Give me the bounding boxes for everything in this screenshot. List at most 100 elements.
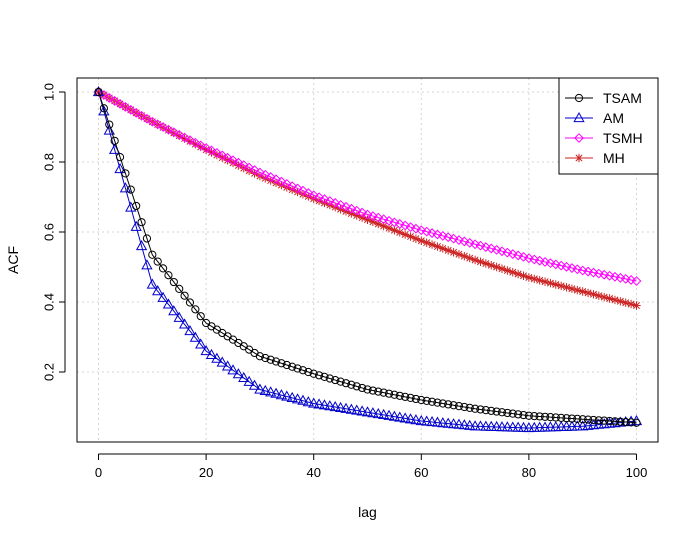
data-point-tsam — [562, 414, 571, 423]
data-point-tsmh — [104, 93, 115, 103]
x-tick-label: 60 — [414, 465, 428, 480]
data-point-tsam — [374, 387, 383, 396]
data-point-tsam — [524, 411, 533, 420]
data-point-mh — [519, 271, 528, 280]
data-point-mh — [443, 246, 453, 255]
data-point-tsam — [621, 417, 630, 427]
data-point-tsmh — [228, 155, 238, 166]
data-point-tsmh — [620, 273, 631, 284]
data-point-tsmh — [367, 211, 378, 221]
data-point-am — [480, 420, 492, 431]
data-point-am — [345, 403, 358, 414]
legend-marker-am — [573, 111, 585, 123]
data-point-tsmh — [610, 271, 620, 282]
data-point-tsam — [277, 359, 286, 368]
series-tsmh — [93, 87, 642, 286]
legend-item-mh: MH — [565, 150, 625, 166]
data-point-mh — [218, 153, 227, 162]
y-axis-title: ACF — [5, 246, 21, 274]
axes: 0 20 40 60 80 100 0.2 0.4 0.6 0.8 1.0 — [42, 83, 648, 480]
data-point-am — [464, 419, 476, 430]
data-point-tsmh — [534, 255, 545, 266]
data-point-mh — [583, 288, 593, 298]
data-point-tsam — [492, 407, 501, 416]
data-point-tsam — [314, 371, 324, 380]
legend-item-tsam: TSAM — [565, 90, 642, 106]
legend-item-am: AM — [565, 110, 624, 126]
data-point-tsmh — [507, 249, 518, 259]
data-point-tsmh — [540, 257, 550, 267]
legend-marker-tsam — [574, 93, 584, 103]
data-point-tsmh — [211, 147, 222, 158]
data-point-am — [367, 407, 379, 418]
data-point-tsam — [567, 414, 577, 423]
data-point-am — [254, 383, 266, 394]
data-point-am — [157, 291, 169, 302]
data-point-tsam — [390, 390, 399, 399]
data-point-tsmh — [98, 90, 109, 100]
data-point-tsam — [282, 360, 291, 370]
data-point-tsmh — [163, 124, 174, 135]
data-point-tsam — [185, 298, 195, 307]
data-point-tsmh — [201, 143, 212, 153]
data-point-tsmh — [604, 270, 615, 281]
data-point-mh — [228, 158, 238, 168]
data-point-tsam — [605, 416, 614, 426]
data-point-tsam — [481, 406, 490, 415]
data-point-tsmh — [362, 209, 373, 220]
data-point-tsmh — [577, 265, 588, 276]
data-point-mh — [573, 285, 582, 295]
y-tick-label: 0.8 — [42, 153, 57, 171]
legend-label: MH — [603, 150, 625, 166]
data-point-tsam — [320, 372, 329, 381]
data-point-tsmh — [491, 244, 502, 255]
data-point-tsmh — [158, 122, 168, 132]
series-layer — [92, 85, 643, 433]
data-point-tsam — [255, 352, 265, 361]
data-point-tsmh — [168, 127, 179, 138]
data-point-tsam — [180, 291, 189, 300]
data-point-tsmh — [298, 185, 308, 196]
data-point-tsmh — [341, 201, 351, 212]
data-point-tsmh — [448, 233, 459, 244]
data-point-tsam — [175, 284, 184, 293]
data-point-tsam — [121, 169, 130, 178]
data-point-tsam — [578, 415, 587, 424]
data-point-tsam — [427, 397, 437, 406]
data-point-tsmh — [314, 192, 324, 203]
legend-label: TSAM — [603, 90, 642, 106]
legend-marker-tsmh — [574, 133, 584, 143]
data-point-mh — [616, 297, 625, 306]
data-point-tsmh — [185, 135, 195, 146]
data-point-mh — [524, 273, 534, 282]
data-point-tsmh — [497, 246, 507, 257]
data-point-mh — [374, 219, 383, 229]
data-point-tsam — [142, 234, 152, 243]
data-point-tsam — [497, 408, 507, 417]
data-point-tsam — [508, 409, 517, 418]
data-point-mh — [363, 215, 372, 224]
data-point-tsam — [535, 412, 544, 421]
data-point-am — [313, 398, 325, 409]
data-point-tsmh — [281, 178, 292, 189]
data-point-mh — [551, 280, 560, 289]
data-point-am — [248, 379, 261, 390]
data-point-tsam — [352, 382, 361, 391]
data-point-tsam — [105, 120, 114, 129]
data-point-tsam — [530, 412, 539, 421]
data-point-mh — [239, 163, 248, 173]
data-point-mh — [578, 287, 587, 296]
data-point-mh — [185, 137, 195, 146]
legend-item-tsmh: TSMH — [565, 130, 643, 146]
data-point-tsam — [422, 396, 431, 405]
data-point-tsam — [460, 402, 469, 412]
data-point-am — [447, 418, 460, 429]
legend: TSAM AM TSMH MH — [558, 77, 659, 175]
data-point-tsmh — [411, 223, 421, 234]
data-point-mh — [250, 169, 259, 178]
data-point-tsmh — [486, 243, 497, 254]
data-point-tsmh — [394, 219, 405, 229]
data-point-tsam — [406, 393, 415, 402]
data-point-tsmh — [109, 96, 120, 106]
data-point-mh — [605, 294, 614, 303]
